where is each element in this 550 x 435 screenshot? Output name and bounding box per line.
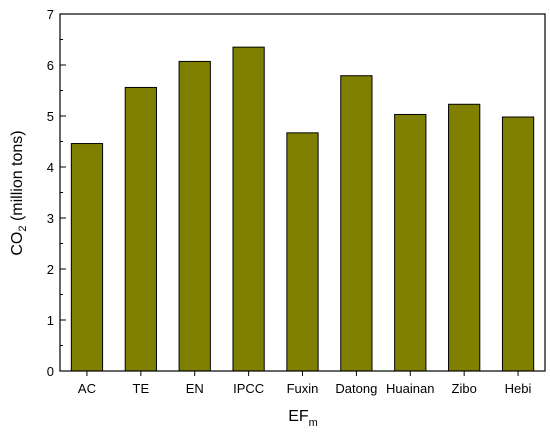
bar-fuxin: [286, 132, 319, 372]
x-axis-title: EFm: [288, 408, 318, 429]
x-tick-label: IPCC: [233, 381, 264, 396]
bar-ipcc: [232, 46, 265, 372]
y-axis-title-main: CO: [9, 232, 26, 256]
x-tick-label: Huainan: [386, 381, 434, 396]
bars-group: [70, 46, 535, 372]
bar-zibo: [448, 103, 481, 372]
x-tick-label: EN: [186, 381, 204, 396]
plot-frame: [59, 13, 546, 372]
x-tick-label: AC: [78, 381, 96, 396]
y-tick-label: 3: [47, 211, 54, 226]
bar-huainan: [394, 113, 427, 372]
y-axis-title: CO2 (million tons): [9, 130, 29, 255]
y-tick-label: 5: [47, 109, 54, 124]
bar-hebi: [501, 116, 535, 372]
y-tick-label: 2: [47, 262, 54, 277]
x-axis-title-subscript: m: [309, 417, 318, 429]
x-tick-label: Hebi: [505, 381, 532, 396]
y-axis-ticks: 0 1 2 3 4 5 6 7: [47, 7, 66, 379]
y-tick-label: 4: [47, 160, 54, 175]
x-axis-title-main: EF: [288, 408, 309, 425]
bar-ac: [70, 143, 104, 372]
x-axis-ticks: AC TE EN IPCC Fuxin Datong Huainan Zibo Hebi: [78, 371, 532, 396]
x-tick-label: TE: [133, 381, 150, 396]
y-tick-label: 1: [47, 313, 54, 328]
x-tick-label: Fuxin: [287, 381, 319, 396]
y-axis-title-unit: (million tons): [9, 130, 26, 225]
y-tick-label: 6: [47, 58, 54, 73]
bar-datong: [340, 75, 373, 372]
x-tick-label: Datong: [335, 381, 377, 396]
x-tick-label: Zibo: [452, 381, 477, 396]
y-tick-label: 0: [47, 364, 54, 379]
y-axis-title-subscript: 2: [17, 226, 29, 232]
y-tick-label: 7: [47, 7, 54, 22]
bar-te: [124, 86, 157, 372]
bar-en: [178, 60, 211, 372]
